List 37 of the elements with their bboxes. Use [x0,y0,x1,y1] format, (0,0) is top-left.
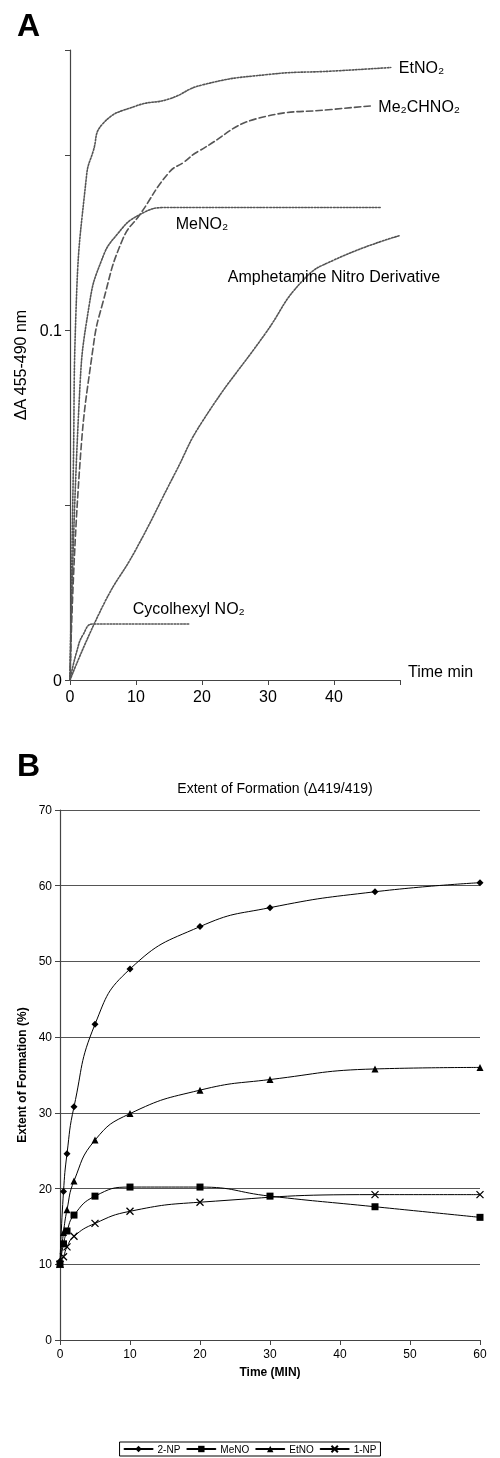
chart-subtitle: Extent of Formation (Δ419/419) [177,780,373,796]
legend-label: MeNO [220,1443,250,1455]
chart-title: A [17,7,41,43]
y-tick-label: 30 [38,1105,53,1120]
series-label: Cycolhexyl NO₂ [132,599,245,617]
chart-title: B [17,747,41,783]
y-axis-title: ΔA 455-490 nm [12,309,30,421]
x-tick-label: 0 [65,687,75,705]
x-tick-label: 30 [263,1347,277,1361]
x-tick-label: 40 [325,687,343,705]
y-tick-label: 0 [53,671,63,689]
x-tick-label: 50 [403,1347,417,1361]
y-tick-label: 0.1 [39,321,63,339]
legend-label: EtNO [289,1443,314,1455]
x-tick-label: 40 [333,1347,347,1361]
x-tick-label: 10 [127,687,145,705]
x-tick-label: 20 [193,1347,207,1361]
series-label: Me₂CHNO₂ [378,97,461,115]
y-tick-label: 10 [38,1257,53,1272]
y-axis-title: Extent of Formation (%) [14,1007,29,1143]
legend-label: 1-NP [353,1443,377,1455]
legend-label: 2-NP [157,1443,181,1455]
x-tick-label: 30 [259,687,277,705]
x-tick-label: 20 [193,687,211,705]
series-label: MeNO₂ [175,215,229,232]
y-tick-label: 0 [45,1333,53,1347]
y-tick-label: 70 [38,803,53,817]
series-label: EtNO₂ [398,59,445,76]
x-axis-title: Time (MIN) [239,1364,301,1379]
y-tick-label: 40 [38,1030,53,1045]
series-label: Amphetamine Nitro Derivative [227,267,441,285]
x-tick-label: 10 [123,1347,137,1361]
y-tick-label: 60 [38,878,53,893]
x-axis-title: Time min [408,662,474,680]
y-tick-label: 20 [38,1181,53,1196]
y-tick-label: 50 [38,954,53,969]
x-tick-label: 60 [473,1347,487,1361]
